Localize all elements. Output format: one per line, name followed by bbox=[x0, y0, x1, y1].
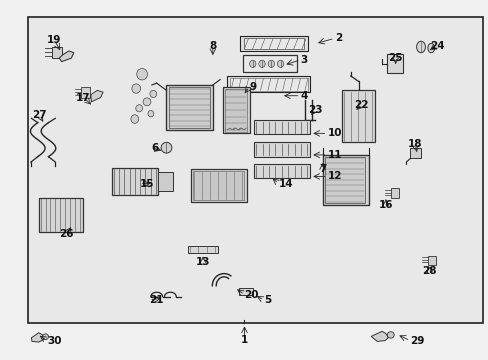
Text: 27: 27 bbox=[32, 111, 47, 121]
Ellipse shape bbox=[416, 41, 425, 53]
Bar bbox=[193, 171, 244, 200]
Text: 23: 23 bbox=[307, 105, 322, 115]
Bar bbox=[341, 90, 374, 142]
Bar bbox=[190, 169, 246, 202]
Bar bbox=[27, 17, 483, 323]
Ellipse shape bbox=[161, 142, 171, 153]
Ellipse shape bbox=[42, 334, 48, 339]
Polygon shape bbox=[370, 331, 387, 341]
Text: 21: 21 bbox=[149, 295, 163, 305]
Bar bbox=[112, 168, 158, 195]
Bar bbox=[52, 46, 61, 58]
Bar bbox=[386, 54, 402, 73]
Text: 2: 2 bbox=[334, 33, 341, 43]
Bar bbox=[322, 155, 368, 205]
Text: 22: 22 bbox=[353, 100, 368, 110]
Ellipse shape bbox=[386, 332, 393, 338]
Bar bbox=[254, 142, 310, 157]
Text: 16: 16 bbox=[378, 200, 392, 210]
Text: 25: 25 bbox=[387, 53, 402, 63]
Bar bbox=[158, 172, 172, 192]
Bar bbox=[168, 87, 210, 128]
Text: 28: 28 bbox=[422, 266, 436, 276]
Text: 8: 8 bbox=[209, 41, 216, 50]
Text: 24: 24 bbox=[429, 41, 444, 50]
Bar bbox=[243, 39, 304, 49]
Bar bbox=[166, 85, 212, 130]
Text: 3: 3 bbox=[300, 55, 307, 65]
Bar bbox=[390, 188, 398, 198]
Text: 15: 15 bbox=[140, 179, 154, 189]
Text: 7: 7 bbox=[318, 164, 325, 174]
Bar bbox=[409, 148, 420, 158]
Bar bbox=[224, 89, 246, 132]
Ellipse shape bbox=[258, 60, 264, 67]
Bar bbox=[254, 164, 310, 178]
Text: 29: 29 bbox=[409, 336, 424, 346]
Bar bbox=[223, 87, 249, 134]
Text: 14: 14 bbox=[278, 179, 293, 189]
Text: 26: 26 bbox=[59, 229, 74, 239]
Bar bbox=[427, 256, 435, 265]
Text: 11: 11 bbox=[327, 150, 341, 160]
Ellipse shape bbox=[136, 105, 142, 112]
Bar bbox=[39, 198, 82, 232]
Ellipse shape bbox=[143, 98, 151, 106]
Ellipse shape bbox=[267, 60, 274, 67]
Bar bbox=[238, 288, 253, 296]
Polygon shape bbox=[59, 51, 74, 62]
Text: 1: 1 bbox=[241, 334, 247, 345]
Polygon shape bbox=[91, 90, 103, 102]
Bar bbox=[81, 87, 90, 98]
Ellipse shape bbox=[148, 111, 154, 117]
Text: 19: 19 bbox=[47, 35, 61, 45]
Ellipse shape bbox=[249, 60, 255, 67]
Text: 30: 30 bbox=[47, 336, 61, 346]
Ellipse shape bbox=[427, 43, 434, 53]
Bar bbox=[325, 157, 364, 203]
Bar bbox=[239, 36, 307, 51]
Text: 18: 18 bbox=[407, 139, 422, 149]
Text: 4: 4 bbox=[300, 91, 307, 101]
Text: 5: 5 bbox=[264, 295, 271, 305]
Text: 12: 12 bbox=[327, 171, 341, 181]
Bar bbox=[243, 55, 296, 72]
Ellipse shape bbox=[131, 115, 139, 123]
Text: 10: 10 bbox=[327, 129, 341, 138]
Polygon shape bbox=[31, 333, 43, 342]
Text: 17: 17 bbox=[76, 93, 91, 103]
Bar bbox=[229, 78, 307, 91]
Text: 9: 9 bbox=[249, 82, 256, 92]
Bar bbox=[188, 246, 217, 253]
Ellipse shape bbox=[132, 84, 141, 93]
Bar bbox=[227, 76, 310, 92]
Text: 6: 6 bbox=[152, 143, 159, 153]
Ellipse shape bbox=[137, 68, 147, 80]
Text: 13: 13 bbox=[195, 257, 210, 267]
Bar bbox=[254, 120, 310, 134]
Ellipse shape bbox=[150, 90, 157, 98]
Ellipse shape bbox=[277, 60, 283, 67]
Text: 20: 20 bbox=[244, 290, 259, 300]
